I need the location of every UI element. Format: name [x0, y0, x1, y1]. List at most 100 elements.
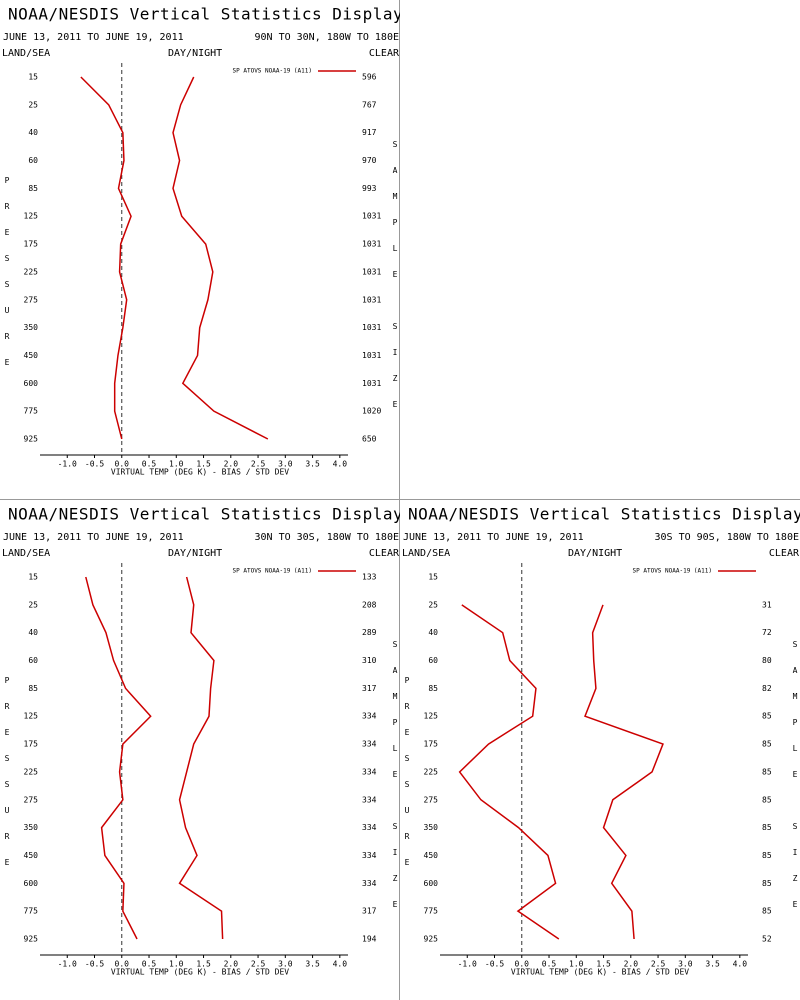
- sample-size: 1031: [362, 240, 381, 249]
- y-axis-label: PRESSURE: [403, 676, 412, 884]
- sample-size: 317: [362, 684, 377, 693]
- y-tick-label: 925: [424, 935, 439, 944]
- y2-axis-label: SAMPLE SIZE: [391, 640, 400, 926]
- sample-size: 52: [762, 935, 772, 944]
- land-sea: LAND/SEA: [2, 48, 50, 59]
- y-tick-label: 15: [428, 573, 438, 582]
- sample-size: 334: [362, 879, 377, 888]
- x-tick-label: 0.5: [542, 960, 557, 969]
- bias-line: [80, 76, 132, 440]
- legend-label: SP ATOVS NOAA-19 (A11): [233, 68, 312, 75]
- y-tick-label: 85: [428, 684, 438, 693]
- y-tick-label: 125: [424, 712, 439, 721]
- y-tick-label: 25: [28, 600, 38, 609]
- std-dev-line: [178, 576, 224, 940]
- region: 90N TO 30N, 180W TO 180E: [255, 32, 400, 43]
- x-tick-label: 3.0: [278, 460, 293, 469]
- sample-size: 334: [362, 740, 377, 749]
- y-tick-label: 775: [424, 907, 439, 916]
- y-tick-label: 125: [24, 712, 39, 721]
- y-tick-label: 600: [24, 379, 39, 388]
- day-night: DAY/NIGHT: [568, 548, 622, 559]
- sample-size: 208: [362, 600, 377, 609]
- date-range: JUNE 13, 2011 TO JUNE 19, 2011: [403, 532, 584, 543]
- x-tick-label: -1.0: [458, 960, 477, 969]
- sample-size: 1031: [362, 323, 381, 332]
- x-tick-label: 2.0: [624, 960, 639, 969]
- clear: CLEAR: [369, 548, 400, 559]
- sample-size: 917: [362, 128, 377, 137]
- x-tick-label: 3.0: [278, 960, 293, 969]
- divider: [0, 499, 800, 500]
- x-tick-label: 2.0: [224, 460, 239, 469]
- y-tick-label: 175: [24, 240, 39, 249]
- y-tick-label: 15: [28, 73, 38, 82]
- day-night: DAY/NIGHT: [168, 48, 222, 59]
- sample-size: 194: [362, 935, 377, 944]
- x-tick-label: -1.0: [58, 960, 77, 969]
- sample-size: 993: [362, 184, 377, 193]
- chart-title: NOAA/NESDIS Vertical Statistics Display: [8, 5, 400, 24]
- sample-size: 85: [762, 907, 772, 916]
- x-tick-label: 0.0: [115, 460, 130, 469]
- sample-size: 334: [362, 823, 377, 832]
- std-dev-line: [172, 76, 269, 440]
- sample-size: 85: [762, 712, 772, 721]
- sample-size: 317: [362, 907, 377, 916]
- y-tick-label: 350: [424, 823, 439, 832]
- sample-size: 82: [762, 684, 772, 693]
- x-tick-label: 0.5: [142, 960, 157, 969]
- sample-size: 334: [362, 851, 377, 860]
- sample-size: 334: [362, 767, 377, 776]
- y-tick-label: 775: [24, 907, 39, 916]
- y-tick-label: 925: [24, 935, 39, 944]
- region: 30N TO 30S, 180W TO 180E: [255, 532, 400, 543]
- sample-size: 31: [762, 600, 772, 609]
- sample-size: 334: [362, 712, 377, 721]
- sample-size: 1031: [362, 267, 381, 276]
- divider: [399, 0, 400, 1000]
- y2-axis-label: SAMPLE SIZE: [791, 640, 800, 926]
- sample-size: 85: [762, 795, 772, 804]
- x-tick-label: 1.5: [596, 960, 611, 969]
- y-tick-label: 25: [28, 100, 38, 109]
- y-tick-label: 275: [424, 795, 439, 804]
- date-range: JUNE 13, 2011 TO JUNE 19, 2011: [3, 532, 184, 543]
- y-tick-label: 225: [24, 767, 39, 776]
- sample-size: 650: [362, 435, 377, 444]
- y-axis-label: PRESSURE: [3, 176, 12, 384]
- y-tick-label: 40: [28, 628, 38, 637]
- x-tick-label: 2.0: [224, 960, 239, 969]
- y2-axis-label: SAMPLE SIZE: [391, 140, 400, 426]
- sample-size: 767: [362, 100, 377, 109]
- y-tick-label: 60: [28, 656, 38, 665]
- x-tick-label: 4.0: [733, 960, 748, 969]
- x-axis-label: VIRTUAL TEMP (DEG K) - BIAS / STD DEV: [511, 968, 689, 977]
- sample-size: 85: [762, 851, 772, 860]
- y-tick-label: 25: [428, 600, 438, 609]
- x-tick-label: 1.0: [169, 460, 184, 469]
- x-tick-label: -0.5: [85, 960, 104, 969]
- y-tick-label: 125: [24, 212, 39, 221]
- y-axis-label: PRESSURE: [3, 676, 12, 884]
- sample-size: 85: [762, 823, 772, 832]
- y-tick-label: 225: [24, 267, 39, 276]
- x-tick-label: 0.0: [115, 960, 130, 969]
- y-tick-label: 275: [24, 295, 39, 304]
- y-tick-label: 175: [424, 740, 439, 749]
- legend-label: SP ATOVS NOAA-19 (A11): [633, 568, 712, 575]
- x-tick-label: 3.5: [705, 960, 720, 969]
- sample-size: 334: [362, 795, 377, 804]
- y-tick-label: 600: [24, 879, 39, 888]
- sample-size: 1031: [362, 379, 381, 388]
- sample-size: 596: [362, 73, 377, 82]
- y-tick-label: 175: [24, 740, 39, 749]
- x-tick-label: 3.5: [305, 460, 320, 469]
- y-tick-label: 60: [28, 156, 38, 165]
- region: 30S TO 90S, 180W TO 180E: [655, 532, 800, 543]
- x-tick-label: 1.5: [196, 960, 211, 969]
- y-tick-label: 15: [28, 573, 38, 582]
- x-tick-label: 2.5: [651, 960, 666, 969]
- sample-size: 1031: [362, 212, 381, 221]
- bias-line: [85, 576, 152, 940]
